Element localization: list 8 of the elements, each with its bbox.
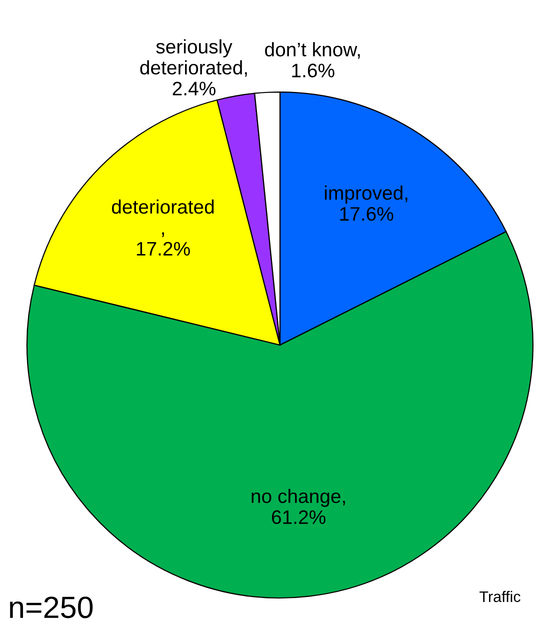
slice-label: deteriorated bbox=[112, 199, 214, 214]
slice-label: seriously deteriorated, 2.4% bbox=[140, 39, 247, 96]
slice-label: don’t know, 1.6% bbox=[265, 42, 360, 78]
text: n=250 bbox=[10, 596, 93, 618]
data-label: , 17.2% bbox=[136, 232, 190, 256]
text: Traffic bbox=[480, 590, 520, 602]
slice-label: improved, 17.6% bbox=[324, 186, 408, 221]
slice-label: no change, 61.2% bbox=[252, 488, 345, 524]
